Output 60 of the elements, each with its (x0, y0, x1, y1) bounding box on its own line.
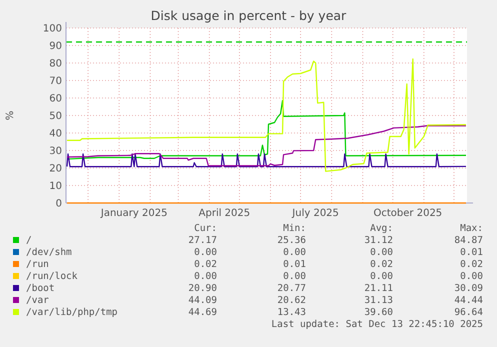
text: 0.00 (370, 271, 394, 282)
legend-label: /var/lib/php/tmp (26, 307, 118, 318)
x-tick-label: April 2025 (198, 208, 250, 219)
text: 27.17 (188, 235, 217, 246)
text: Min: (283, 223, 306, 234)
legend-label: /run (26, 259, 49, 270)
y-tick-label: 70 (49, 76, 62, 87)
text: 31.12 (364, 235, 393, 246)
text: 0.02 (194, 259, 217, 270)
y-tick-label: 100 (42, 24, 62, 34)
text: 0.02 (370, 259, 393, 270)
legend-label: /dev/shm (26, 247, 72, 258)
text: 0.00 (460, 271, 484, 282)
text: 44.44 (454, 295, 484, 306)
x-tick-label: October 2025 (374, 208, 442, 219)
text: Max: (460, 223, 483, 234)
text: 96.64 (454, 307, 484, 318)
y-tick-label: 90 (49, 41, 62, 52)
line-series (66, 125, 467, 166)
legend-label: /boot (26, 283, 55, 294)
text: 44.69 (188, 307, 218, 318)
text: 30.09 (454, 283, 484, 294)
text: 20.62 (277, 295, 306, 306)
text: Cur: (194, 223, 217, 234)
text: 44.09 (188, 295, 218, 306)
text: 13.43 (277, 307, 306, 318)
text: 0.01 (460, 247, 484, 258)
chart-title: Disk usage in percent - by year (150, 8, 348, 23)
y-axis-title: % (5, 110, 16, 120)
text: 0.00 (194, 271, 218, 282)
text: 39.60 (364, 307, 394, 318)
x-tick-label: July 2025 (291, 208, 339, 219)
legend-label: /var (26, 295, 50, 306)
text: 20.77 (277, 283, 306, 294)
y-tick-label: 10 (49, 181, 62, 192)
y-tick-label: 30 (49, 146, 62, 157)
x-tick-label: January 2025 (100, 208, 168, 219)
text: 25.36 (277, 235, 306, 246)
text: 31.13 (364, 295, 393, 306)
line-series (66, 58, 467, 172)
y-tick-label: 60 (49, 94, 62, 104)
text: 0.00 (370, 247, 394, 258)
text: 0.00 (283, 271, 306, 282)
text: 0.00 (283, 247, 306, 258)
y-tick-label: 80 (49, 58, 62, 70)
text: 0.02 (460, 259, 483, 270)
y-tick-label: 40 (49, 128, 62, 140)
text: 84.87 (454, 235, 483, 246)
legend-label: /run/lock (26, 271, 78, 282)
y-tick-label: 20 (49, 164, 62, 174)
text: 0.01 (283, 259, 306, 270)
y-tick-label: 0 (56, 198, 62, 210)
text: Avg: (370, 223, 393, 234)
y-tick-label: 50 (49, 111, 62, 122)
text: 21.11 (364, 283, 394, 294)
line-series (66, 153, 467, 168)
text: 20.90 (188, 283, 218, 294)
legend-label: / (26, 235, 32, 246)
text: 0.00 (194, 247, 218, 258)
text: Last update: Sat Dec 13 22:45:10 2025 (271, 319, 483, 330)
